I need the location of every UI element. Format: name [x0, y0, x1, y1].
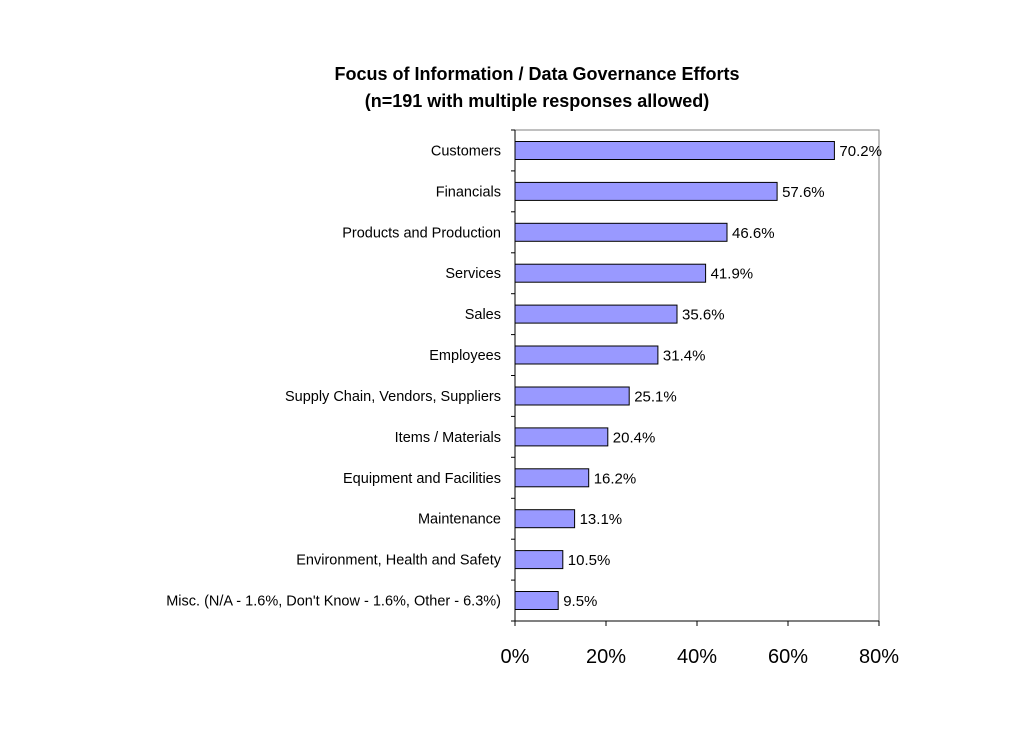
bar — [514, 468, 590, 488]
category-label: Equipment and Facilities — [343, 471, 501, 487]
bar — [514, 509, 576, 529]
chart-title: Focus of Information / Data Governance E… — [334, 64, 739, 84]
category-label: Services — [445, 266, 501, 282]
bar — [514, 550, 564, 570]
bar — [514, 222, 728, 242]
x-tick-label: 20% — [586, 646, 626, 668]
category-label: Customers — [431, 144, 501, 160]
bars-group: 70.2% Customers 57.6% Financials 46.6% Produc… — [166, 141, 882, 610]
x-tick-label: 80% — [859, 646, 899, 668]
value-label: 25.1% — [634, 389, 677, 406]
plot-area — [514, 129, 880, 622]
value-label: 31.4% — [663, 348, 706, 365]
value-label: 16.2% — [594, 470, 637, 487]
x-tick-label: 40% — [677, 646, 717, 668]
value-label: 41.9% — [711, 266, 754, 283]
x-tick-label: 60% — [768, 646, 808, 668]
value-label: 20.4% — [613, 429, 656, 446]
bar — [514, 304, 678, 324]
value-label: 35.6% — [682, 307, 725, 324]
category-label: Misc. (N/A - 1.6%, Don't Know - 1.6%, Ot… — [166, 594, 501, 610]
value-label: 57.6% — [782, 184, 825, 201]
category-label: Employees — [429, 348, 501, 364]
category-label: Sales — [465, 307, 501, 323]
category-label: Items / Materials — [395, 430, 501, 446]
category-label: Environment, Health and Safety — [296, 553, 501, 569]
bar — [514, 427, 609, 447]
x-tick-label: 0% — [501, 646, 530, 668]
axes-group: 0% 20% 40% 60% 80% — [501, 129, 899, 668]
bar — [514, 386, 630, 406]
value-label: 10.5% — [568, 552, 611, 569]
category-label: Supply Chain, Vendors, Suppliers — [285, 389, 501, 405]
bar — [514, 141, 835, 160]
bar — [514, 263, 707, 283]
category-label: Maintenance — [418, 512, 501, 528]
value-label: 70.2% — [839, 143, 882, 160]
value-label: 13.1% — [580, 511, 623, 528]
chart-subtitle: (n=191 with multiple responses allowed) — [365, 91, 710, 111]
value-label: 9.5% — [563, 593, 597, 610]
value-label: 46.6% — [732, 225, 775, 242]
bar — [514, 591, 559, 610]
bar — [514, 181, 778, 201]
category-label: Products and Production — [342, 225, 501, 241]
bar — [514, 345, 659, 365]
category-label: Financials — [436, 184, 501, 200]
